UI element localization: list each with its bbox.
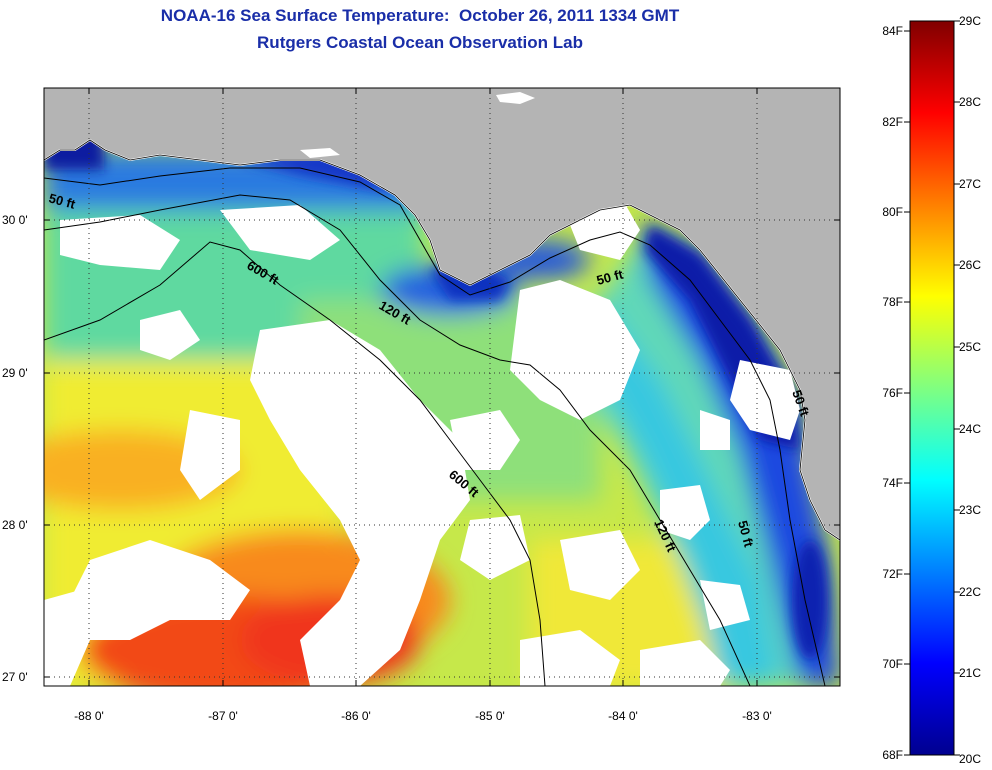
- colorbar-f-label: 82F: [882, 115, 903, 129]
- colorbar: 84F 82F 80F 78F 76F 74F 72F 70F 68F 29C …: [882, 14, 981, 766]
- colorbar-c-label: 25C: [959, 340, 981, 354]
- contour-120ft: [44, 194, 751, 686]
- colorbar-c-label: 28C: [959, 95, 981, 109]
- map-title: NOAA-16 Sea Surface Temperature: October…: [160, 6, 680, 25]
- colorbar-c-label: 20C: [959, 752, 981, 766]
- colorbar-f-label: 70F: [882, 657, 903, 671]
- colorbar-f-label: 80F: [882, 205, 903, 219]
- contour-label-50ft-south: 50 ft: [735, 519, 757, 549]
- contour-label-50ft-bigbend: 50 ft: [595, 266, 625, 288]
- colorbar-f-label: 84F: [882, 24, 903, 38]
- colorbar-f-label: 72F: [882, 567, 903, 581]
- lat-label: 30 0': [2, 213, 28, 227]
- cloud-mask: [44, 195, 800, 686]
- colorbar-f-label: 68F: [882, 748, 903, 762]
- colorbar-c-label: 24C: [959, 422, 981, 436]
- lon-label: -85 0': [475, 709, 505, 723]
- lat-label: 29 0': [2, 366, 28, 380]
- lon-label: -83 0': [742, 709, 772, 723]
- map-frame: [43, 87, 841, 687]
- colorbar-gradient: [909, 20, 955, 756]
- lon-label: -88 0': [74, 709, 104, 723]
- colorbar-c-label: 27C: [959, 177, 981, 191]
- lat-label: 27 0': [2, 670, 28, 684]
- depth-contours: [44, 167, 826, 686]
- colorbar-c-label: 23C: [959, 503, 981, 517]
- land-mass: [44, 88, 840, 540]
- lon-label: -84 0': [608, 709, 638, 723]
- colorbar-f-label: 74F: [882, 476, 903, 490]
- lon-label: -87 0': [208, 709, 238, 723]
- axis-ticks: [44, 88, 840, 686]
- colorbar-c-label: 29C: [959, 14, 981, 28]
- colorbar-f-label: 78F: [882, 295, 903, 309]
- contour-600ft: [44, 241, 546, 686]
- colorbar-c-label: 22C: [959, 585, 981, 599]
- colorbar-c-label: 26C: [959, 258, 981, 272]
- map-area: 50 ft 600 ft 120 ft 50 ft 50 ft 600 ft 1…: [44, 88, 840, 686]
- map-subtitle: Rutgers Coastal Ocean Observation Lab: [257, 33, 583, 52]
- contour-50ft: [44, 167, 826, 686]
- lon-label: -86 0': [341, 709, 371, 723]
- lat-label: 28 0': [2, 518, 28, 532]
- colorbar-c-label: 21C: [959, 666, 981, 680]
- colorbar-f-label: 76F: [882, 386, 903, 400]
- contour-label-50ft-west: 50 ft: [47, 190, 77, 212]
